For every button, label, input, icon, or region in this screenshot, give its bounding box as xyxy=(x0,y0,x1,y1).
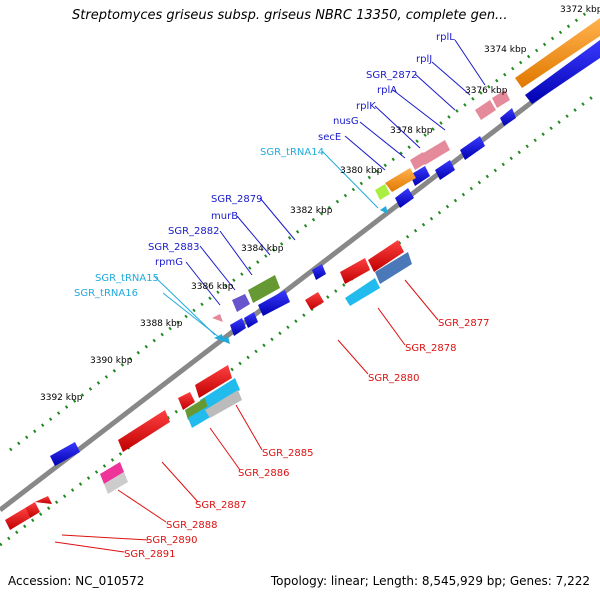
genome-summary: Topology: linear; Length: 8,545,929 bp; … xyxy=(270,574,590,588)
reverse-gene-cluster-upper[interactable] xyxy=(305,240,412,310)
genome-backbone xyxy=(0,48,600,512)
scale-label: 3380 kbp xyxy=(340,166,383,176)
scale-label: 3388 kbp xyxy=(140,319,183,329)
scale-label: 3392 kbp xyxy=(40,393,83,403)
reverse-leader-lines xyxy=(54,279,439,553)
gene-label-sgr-2883[interactable]: SGR_2883 xyxy=(148,242,200,253)
gene-label-sgr-2882[interactable]: SGR_2882 xyxy=(168,226,220,237)
accession-label: Accession: NC_010572 xyxy=(8,574,145,588)
forward-gene-cluster-upper[interactable] xyxy=(312,90,516,280)
gene-label-sgr-2887[interactable]: SGR_2887 xyxy=(195,500,247,511)
gene-label-rplL[interactable]: rplL xyxy=(436,32,455,43)
gene-label-rpmG[interactable]: rpmG xyxy=(155,257,183,268)
gene-label-sgr-2880[interactable]: SGR_2880 xyxy=(368,373,420,384)
forward-gene-large-top[interactable] xyxy=(515,18,600,104)
gene-label-murB[interactable]: murB xyxy=(211,211,238,222)
gene-label-sgr-2886[interactable]: SGR_2886 xyxy=(238,468,290,479)
gene-label-sgr-2891[interactable]: SGR_2891 xyxy=(124,549,176,560)
gene-label-sgr-2888[interactable]: SGR_2888 xyxy=(166,520,218,531)
scale-label: 3390 kbp xyxy=(90,356,133,366)
reverse-gene-cluster-lower[interactable] xyxy=(5,365,242,530)
scale-label: 3376 kbp xyxy=(465,86,508,96)
gene-label-rplK[interactable]: rplK xyxy=(356,101,376,112)
gene-label-sgr-trna16[interactable]: SGR_tRNA16 xyxy=(74,288,138,299)
gene-label-sgr-2885[interactable]: SGR_2885 xyxy=(262,448,314,459)
tick-row-outer xyxy=(9,8,591,452)
gene-label-sgr-trna14[interactable]: SGR_tRNA14 xyxy=(260,147,324,158)
trna-leader-lines xyxy=(154,150,379,339)
gene-label-sgr-trna15[interactable]: SGR_tRNA15 xyxy=(95,273,159,284)
gene-label-rplJ[interactable]: rplJ xyxy=(416,54,432,65)
scale-label: 3374 kbp xyxy=(484,45,527,55)
reverse-gene-labels: SGR_2877 SGR_2878 SGR_2880 SGR_2885 SGR_… xyxy=(124,318,490,560)
gene-label-secE[interactable]: secE xyxy=(318,132,341,143)
map-title: Streptomyces griseus subsp. griseus NBRC… xyxy=(72,8,508,23)
gene-label-nusG[interactable]: nusG xyxy=(333,116,359,127)
trna-labels: SGR_tRNA14 SGR_tRNA15 SGR_tRNA16 xyxy=(74,147,324,299)
scale-labels: 3372 kbp 3374 kbp 3376 kbp 3378 kbp 3380… xyxy=(40,5,600,403)
gene-label-rplA[interactable]: rplA xyxy=(377,85,397,96)
forward-gene-cluster-middle[interactable] xyxy=(50,275,290,466)
gene-label-sgr-2879[interactable]: SGR_2879 xyxy=(211,194,263,205)
gene-label-sgr-2872[interactable]: SGR_2872 xyxy=(366,70,418,81)
gene-label-sgr-2877[interactable]: SGR_2877 xyxy=(438,318,490,329)
scale-label: 3386 kbp xyxy=(191,282,234,292)
forward-gene-labels: rplL rplJ SGR_2872 rplA rplK nusG secE S… xyxy=(148,32,455,268)
scale-label: 3384 kbp xyxy=(241,244,284,254)
forward-leader-lines xyxy=(185,39,486,306)
scale-label: 3372 kbp xyxy=(560,5,600,15)
gene-label-sgr-2890[interactable]: SGR_2890 xyxy=(146,535,198,546)
tick-row-inner xyxy=(0,93,596,547)
scale-label: 3378 kbp xyxy=(390,126,433,136)
gene-label-sgr-2878[interactable]: SGR_2878 xyxy=(405,343,457,354)
scale-label: 3382 kbp xyxy=(290,206,333,216)
